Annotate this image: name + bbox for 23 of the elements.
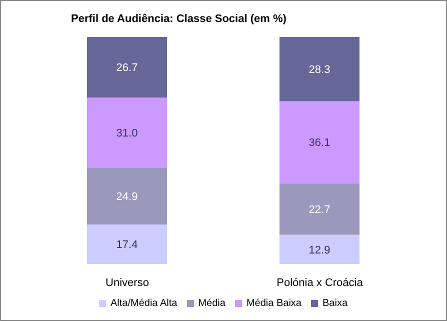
data-label: 31.0 bbox=[116, 128, 138, 140]
bar bbox=[280, 183, 360, 235]
data-label: 17.4 bbox=[116, 239, 138, 252]
bar bbox=[87, 168, 167, 224]
legend-label: Média Baixa bbox=[246, 298, 302, 309]
legend-label: Baixa bbox=[322, 298, 348, 309]
bar bbox=[280, 37, 360, 102]
data-label: 36.1 bbox=[308, 137, 330, 150]
chart-title: Perfil de Audiência: Classe Social (em %) bbox=[71, 13, 286, 25]
bar bbox=[87, 224, 167, 264]
x-tick-label: Universo bbox=[106, 276, 149, 289]
bar bbox=[280, 101, 360, 184]
bar bbox=[87, 98, 167, 168]
data-label: 22.7 bbox=[308, 204, 330, 216]
legend-label: Média bbox=[198, 298, 226, 309]
data-label: 24.9 bbox=[116, 191, 138, 204]
data-label: 28.3 bbox=[308, 64, 330, 76]
data-label: 12.9 bbox=[308, 244, 330, 256]
legend-label: Alta/Média Alta bbox=[110, 298, 178, 309]
bar bbox=[87, 37, 167, 98]
x-tick-label: Polónia x Croácia bbox=[276, 276, 364, 289]
bar bbox=[280, 234, 360, 264]
data-label: 26.7 bbox=[116, 62, 138, 74]
